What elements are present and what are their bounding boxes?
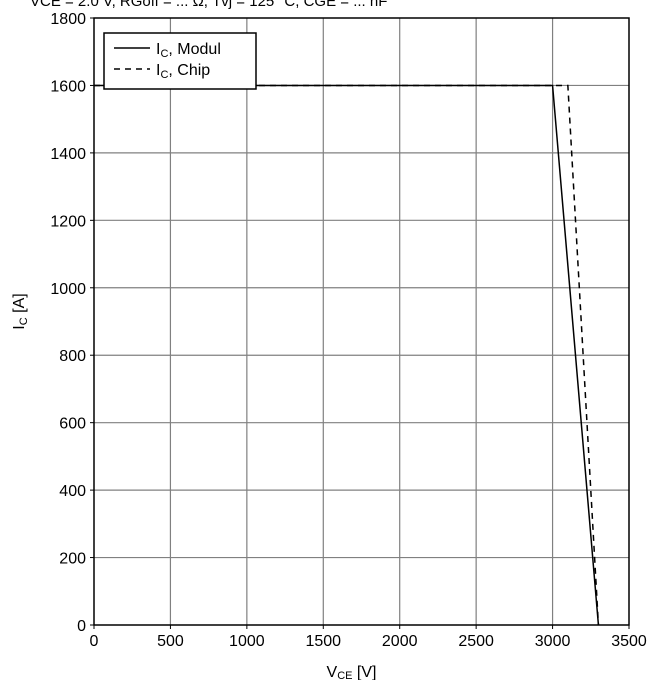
grid [94,18,629,625]
x-tick-label: 2000 [382,633,418,650]
y-tick-label: 200 [59,551,86,568]
x-tick-label: 2500 [458,633,494,650]
x-tick-label: 3500 [611,633,647,650]
y-tick-label: 1400 [50,146,86,163]
x-axis-label: VCE [V] [327,664,377,680]
x-tick-label: 3000 [535,633,571,650]
y-axis-ticks: 0 200 400 600 800 1000 1200 1400 1600 1800 [50,11,94,635]
y-tick-label: 0 [77,618,86,635]
x-tick-label: 500 [157,633,184,650]
plot-area [93,17,630,626]
legend-box [103,32,257,90]
y-axis-label: IC [A] [11,293,30,329]
x-tick-label: 1000 [229,633,265,650]
y-tick-label: 600 [59,416,86,433]
legend: IC, Modul IC, Chip [103,32,257,90]
y-tick-label: 1000 [50,281,86,298]
y-tick-label: 800 [59,348,86,365]
legend-label: IC, Modul [156,41,221,60]
y-tick-label: 1600 [50,78,86,95]
y-tick-label: 400 [59,483,86,500]
y-tick-label: 1200 [50,213,86,230]
x-tick-label: 0 [90,633,99,650]
legend-label: IC, Chip [156,62,210,81]
x-tick-label: 1500 [305,633,341,650]
y-tick-label: 1800 [50,11,86,28]
chart-header-text: VCE = 2.0 V, RGoff = ... Ω, Tvj = 125 °C… [30,0,387,10]
x-axis-ticks: 0 500 1000 1500 2000 2500 3000 3500 [90,625,647,650]
